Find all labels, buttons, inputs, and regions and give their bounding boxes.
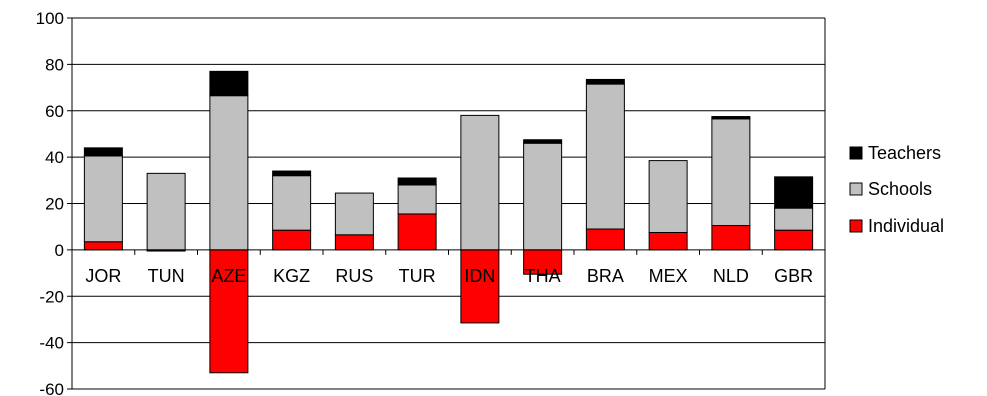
bar-individual-idn — [460, 249, 500, 324]
x-category-label: RUS — [335, 266, 373, 286]
y-tick-label: 60 — [45, 102, 64, 121]
bar-teachers-tur — [397, 177, 437, 186]
y-tick-label: 0 — [55, 241, 64, 260]
y-tick-label: 100 — [36, 9, 64, 28]
legend-label-teachers: Teachers — [868, 143, 941, 163]
bar-teachers-gbr — [774, 176, 814, 209]
gridlines — [72, 17, 825, 390]
y-tick-label: 20 — [45, 195, 64, 214]
y-tick-label: -60 — [39, 380, 64, 396]
bar-individual-nld — [711, 225, 751, 251]
bar-schools-gbr — [774, 207, 814, 231]
bar-teachers-tha — [523, 139, 563, 144]
bar-schools-idn — [460, 114, 500, 251]
y-tick-label: 80 — [45, 55, 64, 74]
legend-label-schools: Schools — [868, 179, 932, 199]
x-category-label: TUN — [148, 266, 185, 286]
x-category-label: MEX — [649, 266, 688, 286]
bar-schools-kgz — [272, 175, 312, 231]
bar-individual-jor — [83, 241, 123, 251]
x-category-label: NLD — [713, 266, 749, 286]
x-category-label: GBR — [774, 266, 813, 286]
x-category-label: TUR — [399, 266, 436, 286]
x-category-label: AZE — [211, 266, 246, 286]
bar-schools-rus — [334, 192, 374, 236]
bar-teachers-aze — [209, 70, 249, 97]
tick-labels: 100 80 60 40 20 0 -20 -40 -60 JOR TUN AZE KGZ RUS TUR I… — [36, 9, 814, 396]
x-category-label: KGZ — [273, 266, 310, 286]
legend-swatch-individual — [849, 219, 863, 233]
bar-individual-tha — [523, 249, 563, 275]
bar-teachers-jor — [83, 147, 123, 157]
x-category-label: BRA — [587, 266, 624, 286]
bar-schools-nld — [711, 118, 751, 227]
y-tick-label: -40 — [39, 334, 64, 353]
bar-teachers-bra — [585, 78, 625, 85]
legend-swatch-teachers — [849, 146, 863, 160]
x-category-label: THA — [525, 266, 561, 286]
bar-individual-mex — [648, 231, 688, 251]
x-category-label: JOR — [85, 266, 121, 286]
bar-schools-tha — [523, 142, 563, 251]
bar-individual-bra — [585, 228, 625, 251]
bar-teachers-kgz — [272, 170, 312, 177]
legend-swatch-schools — [849, 182, 863, 196]
bar-schools-mex — [648, 160, 688, 233]
axes — [67, 17, 826, 390]
bar-schools-tur — [397, 184, 437, 215]
y-tick-label: 40 — [45, 148, 64, 167]
bar-teachers-nld — [711, 116, 751, 120]
bar-individual-gbr — [774, 229, 814, 251]
legend: Teachers Schools Individual — [849, 143, 944, 236]
bar-individual-kgz — [272, 229, 312, 251]
bar-individual-tur — [397, 213, 437, 251]
x-category-label: IDN — [464, 266, 495, 286]
bar-schools-jor — [83, 155, 123, 243]
bar-schools-aze — [209, 95, 249, 251]
bar-individual-rus — [334, 234, 374, 251]
y-tick-label: -20 — [39, 287, 64, 306]
bar-schools-tun — [146, 172, 186, 251]
bar-schools-bra — [585, 83, 625, 230]
legend-label-individual: Individual — [868, 216, 944, 236]
bars — [83, 70, 814, 374]
